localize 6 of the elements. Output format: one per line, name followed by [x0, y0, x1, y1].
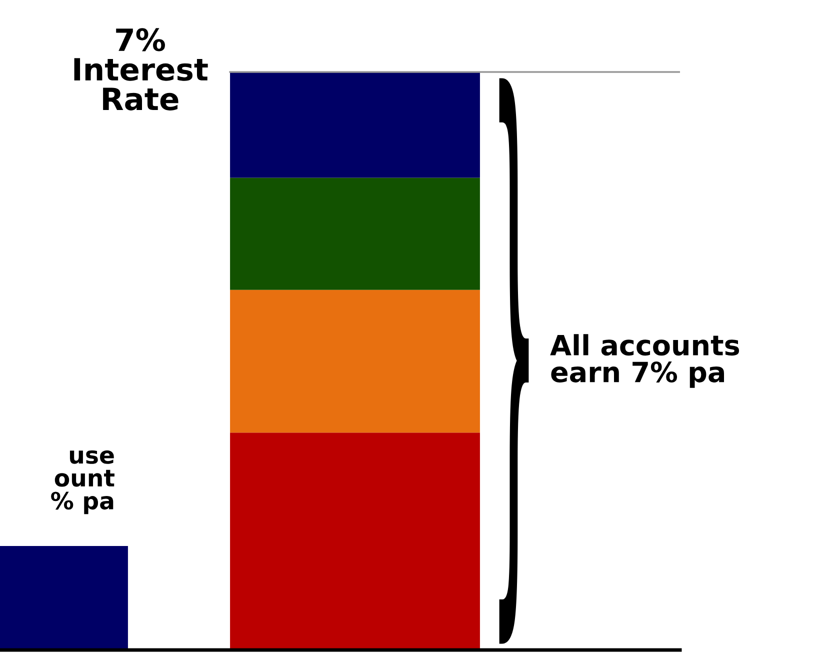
bar — [230, 178, 480, 290]
bar — [230, 290, 480, 433]
bar — [230, 72, 480, 178]
annotation: All accounts earn 7% pa — [550, 334, 740, 388]
ref-line-label: 7% Interest Rate — [74, 28, 208, 110]
annotation: use ount % pa — [51, 450, 114, 514]
